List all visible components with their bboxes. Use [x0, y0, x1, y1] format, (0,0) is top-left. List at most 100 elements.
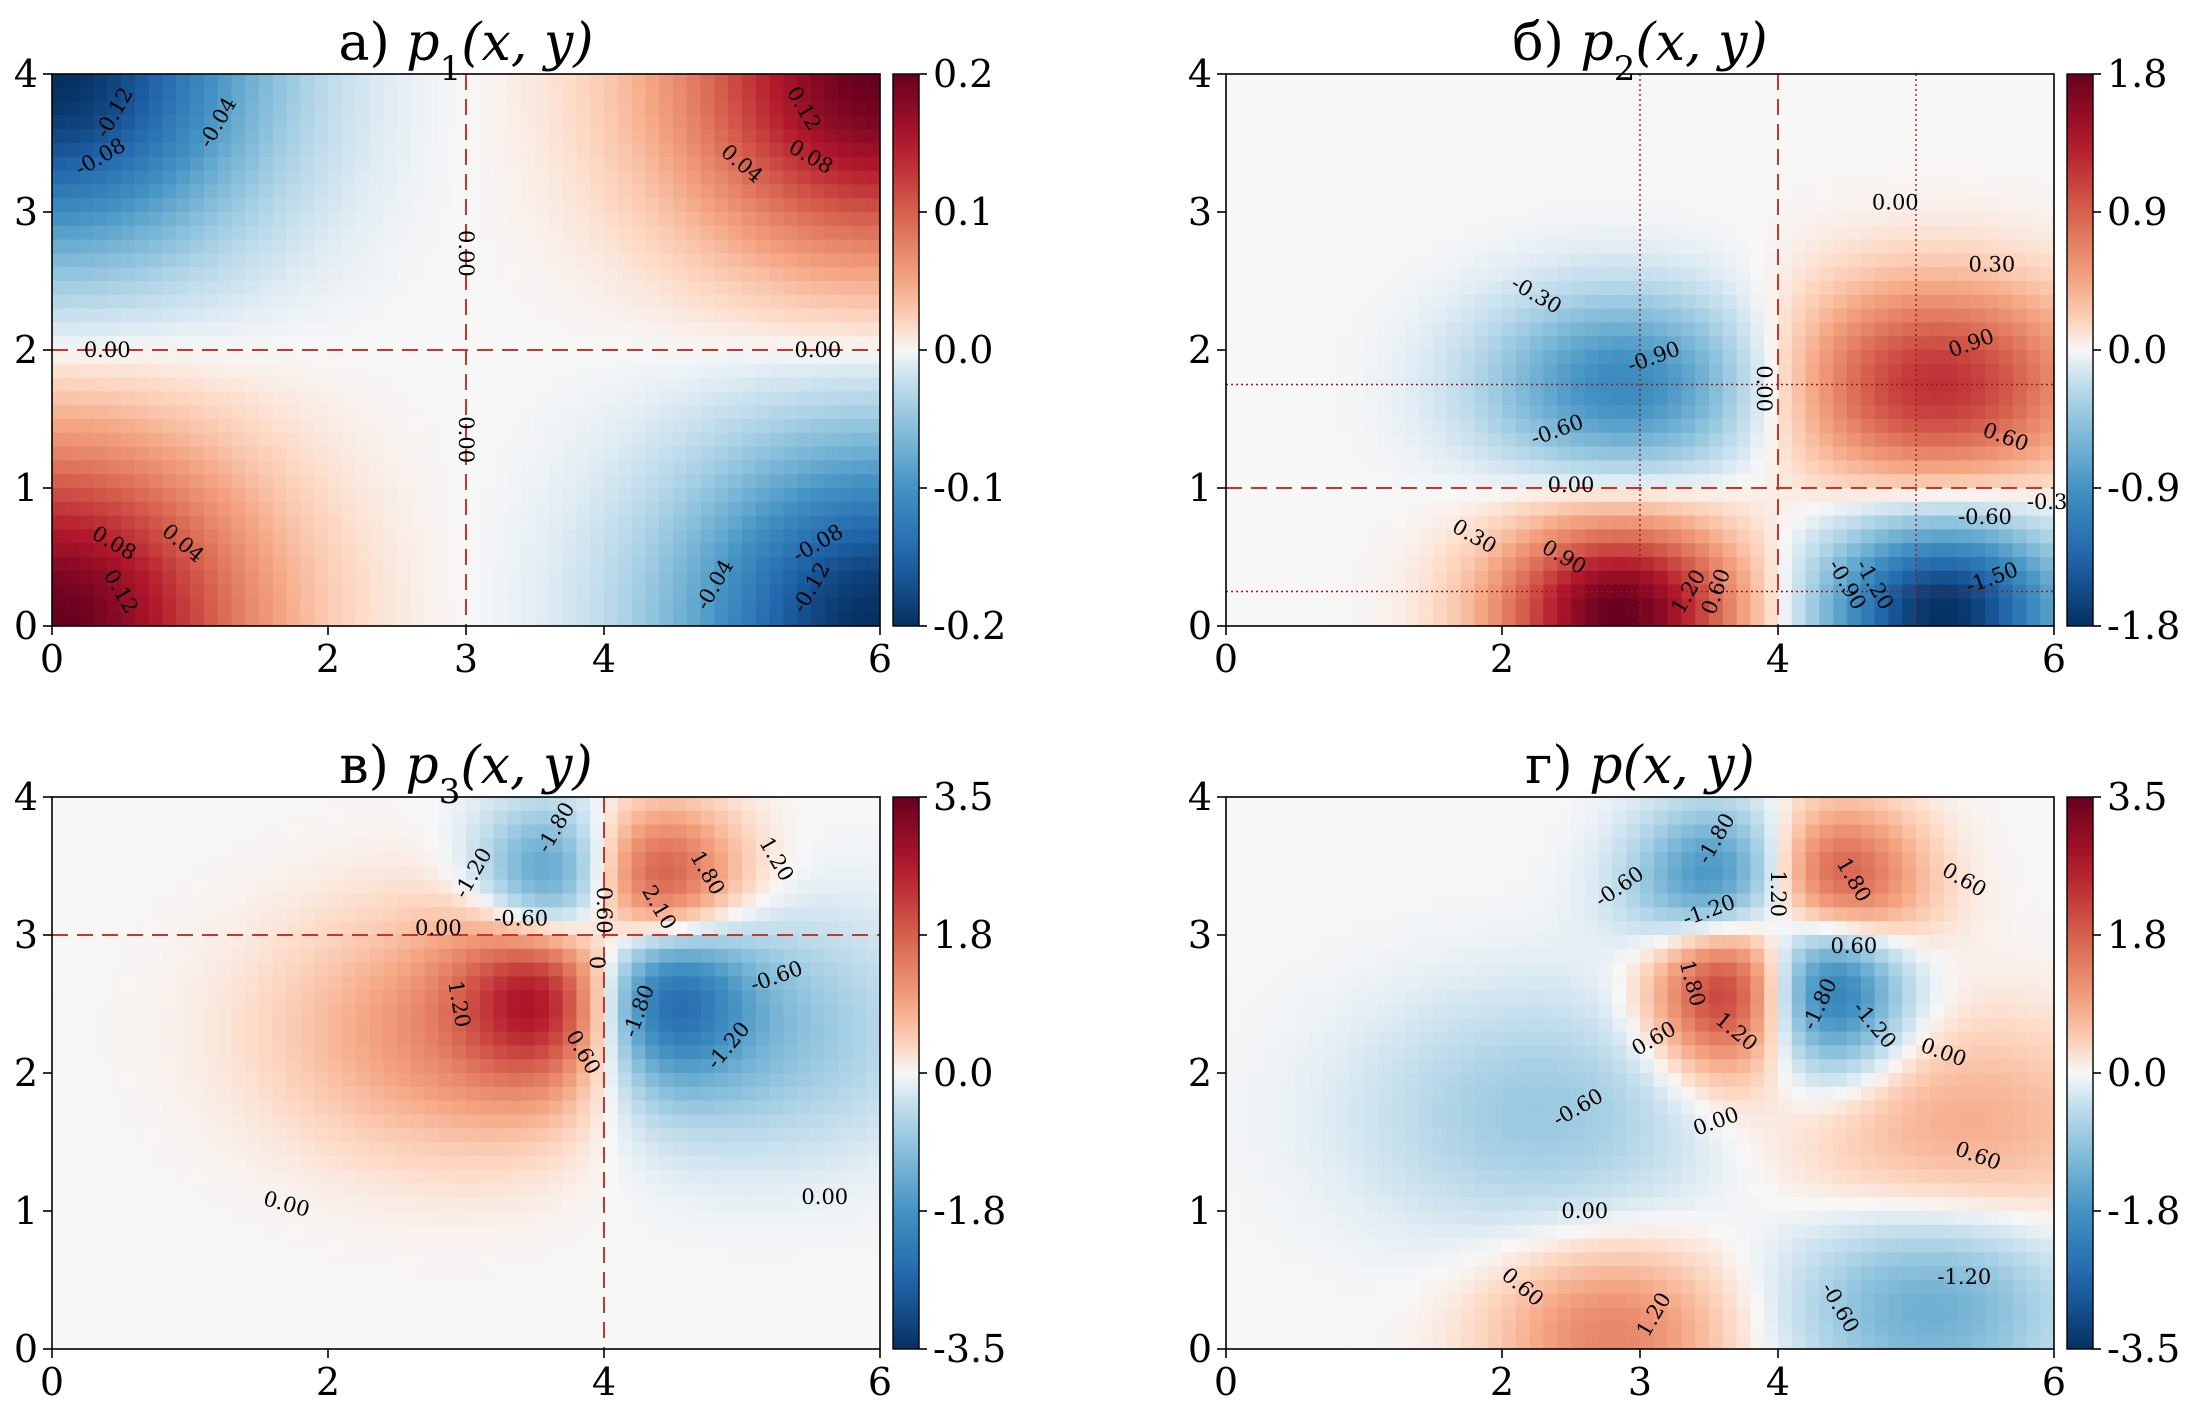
colorbar-gradient [892, 73, 920, 627]
x-tick-label: 4 [592, 637, 616, 681]
contour-label-14: 0.00 [795, 338, 842, 362]
chart-panel-1: -0.12-0.08-0.04 0.120.080.040.080.120.04-… [14, 13, 1006, 681]
y-tick-label: 1 [1188, 466, 1212, 510]
title-subscript: 2 [1614, 49, 1636, 89]
colorbar-tick-label: 0.1 [933, 190, 993, 234]
chart-panel-3: -1.80-1.20-0.60 0.60 2.101.80 1.200.001.200… [14, 736, 1006, 1404]
colorbar: -0.2 -0.1 0.0 0.1 0.2 [892, 52, 1006, 648]
y-tick-label: 4 [14, 775, 38, 819]
colorbar-tick-label: -0.1 [933, 466, 1006, 510]
y-tick-label: 3 [14, 913, 38, 957]
colorbar: -1.8 -0.9 0.0 0.9 1.8 [2066, 52, 2180, 648]
contour-label-15: 0.00 [454, 230, 478, 277]
colorbar-gradient [892, 796, 920, 1350]
chart-panel-2: 0.000.30-0.30-0.90-0.600.900.600.000.000… [1188, 13, 2180, 681]
x-tick-label: 4 [1766, 637, 1790, 681]
heatmap-field [52, 797, 880, 1349]
colorbar-tick-label: 0.2 [933, 52, 993, 96]
colorbar-tick-label: 0.0 [2107, 1051, 2167, 1095]
colorbar-tick-label: 0.9 [2107, 190, 2167, 234]
y-tick-label: 2 [1188, 1051, 1212, 1095]
chart-title: б) p2(x, y) [1512, 13, 1767, 89]
x-tick-label: 6 [868, 637, 892, 681]
title-args: (x, y) [1623, 736, 1755, 796]
y-tick-label: 3 [1188, 190, 1212, 234]
title-args: (x, y) [460, 736, 592, 796]
y-tick-label: 1 [1188, 1189, 1212, 1233]
contour-label-2: 0.30 [1969, 252, 2016, 276]
contour-label-4: 0.60 [592, 887, 616, 934]
title-symbol: p [1589, 736, 1622, 796]
y-tick-label: 4 [14, 52, 38, 96]
title-symbol: p [406, 13, 439, 73]
contour-label-16: 0.00 [454, 416, 478, 463]
contour-label-9: 0.00 [1548, 473, 1595, 497]
title-panel-letter: в) [339, 736, 405, 796]
y-tick-label: 4 [1188, 52, 1212, 96]
colorbar-tick-label: -3.5 [933, 1327, 1006, 1371]
contour-label-4: 1.20 [1766, 870, 1790, 917]
contour-label-3: -0.60 [494, 906, 548, 930]
colorbar-tick-label: -1.8 [2107, 1189, 2180, 1233]
colorbar-tick-label: -0.9 [2107, 466, 2180, 510]
x-tick-label: 0 [1214, 1360, 1238, 1404]
title-subscript: 1 [440, 49, 462, 89]
colorbar-tick-label: -0.2 [933, 604, 1006, 648]
colorbar-tick-label: 1.8 [933, 913, 993, 957]
colorbar-tick-label: -1.8 [933, 1189, 1006, 1233]
heatmap-field [1226, 74, 2054, 626]
x-tick-label: 2 [1490, 1360, 1514, 1404]
colorbar-tick-label: 0.0 [933, 1051, 993, 1095]
title-panel-letter: б) [1512, 13, 1580, 73]
title-symbol: p [405, 736, 438, 796]
x-tick-label: 6 [2042, 1360, 2066, 1404]
colorbar-tick-label: 3.5 [933, 775, 993, 819]
x-tick-label: 4 [592, 1360, 616, 1404]
contour-label-1: 0.00 [1872, 190, 1919, 214]
x-tick-label: 2 [316, 1360, 340, 1404]
title-symbol: p [1580, 13, 1613, 73]
title-args: (x, y) [461, 13, 593, 73]
chart-title: г) p(x, y) [1525, 736, 1755, 796]
x-tick-label: 0 [1214, 637, 1238, 681]
x-tick-label: 2 [316, 637, 340, 681]
x-tick-label: 3 [1628, 1360, 1652, 1404]
y-tick-label: 2 [14, 328, 38, 372]
chart-panel-4: -1.80-0.60 -1.20 1.20 1.80 0.600.601.801.200… [1188, 736, 2180, 1404]
x-tick-label: 0 [40, 1360, 64, 1404]
contour-label-7: 0.60 [1831, 934, 1878, 958]
contour-label-8: 0.00 [1752, 365, 1776, 412]
x-tick-label: 2 [1490, 637, 1514, 681]
title-panel-letter: г) [1525, 736, 1589, 796]
y-tick-label: 3 [14, 190, 38, 234]
chart-title: а) p1(x, y) [338, 13, 593, 89]
colorbar-tick-label: 0.0 [933, 328, 993, 372]
colorbar-tick-label: 3.5 [2107, 775, 2167, 819]
y-tick-label: 0 [14, 604, 38, 648]
y-tick-label: 2 [14, 1051, 38, 1095]
contour-label-15: 0.00 [801, 1185, 848, 1209]
chart-title: в) p3(x, y) [339, 736, 592, 812]
colorbar-tick-label: -1.8 [2107, 604, 2180, 648]
y-tick-label: 1 [14, 1189, 38, 1233]
colorbar-tick-label: -3.5 [2107, 1327, 2180, 1371]
title-args: (x, y) [1635, 13, 1767, 73]
colorbar-gradient [2066, 796, 2094, 1350]
colorbar: -3.5 -1.8 0.0 1.8 3.5 [892, 775, 1006, 1371]
colorbar-gradient [2066, 73, 2094, 627]
colorbar-tick-label: 1.8 [2107, 913, 2167, 957]
heatmap-field [52, 74, 880, 626]
y-tick-label: 2 [1188, 328, 1212, 372]
y-tick-label: 0 [1188, 1327, 1212, 1371]
x-tick-label: 6 [2042, 637, 2066, 681]
x-tick-label: 4 [1766, 1360, 1790, 1404]
title-subscript: 3 [439, 772, 461, 812]
colorbar-tick-label: 0.0 [2107, 328, 2167, 372]
x-tick-label: 6 [868, 1360, 892, 1404]
contour-label-14: -0.60 [1958, 505, 2012, 529]
y-tick-label: 0 [1188, 604, 1212, 648]
heatmap-field [1226, 797, 2054, 1349]
colorbar-tick-label: 1.8 [2107, 52, 2167, 96]
colorbar: -3.5 -1.8 0.0 1.8 3.5 [2066, 775, 2180, 1371]
